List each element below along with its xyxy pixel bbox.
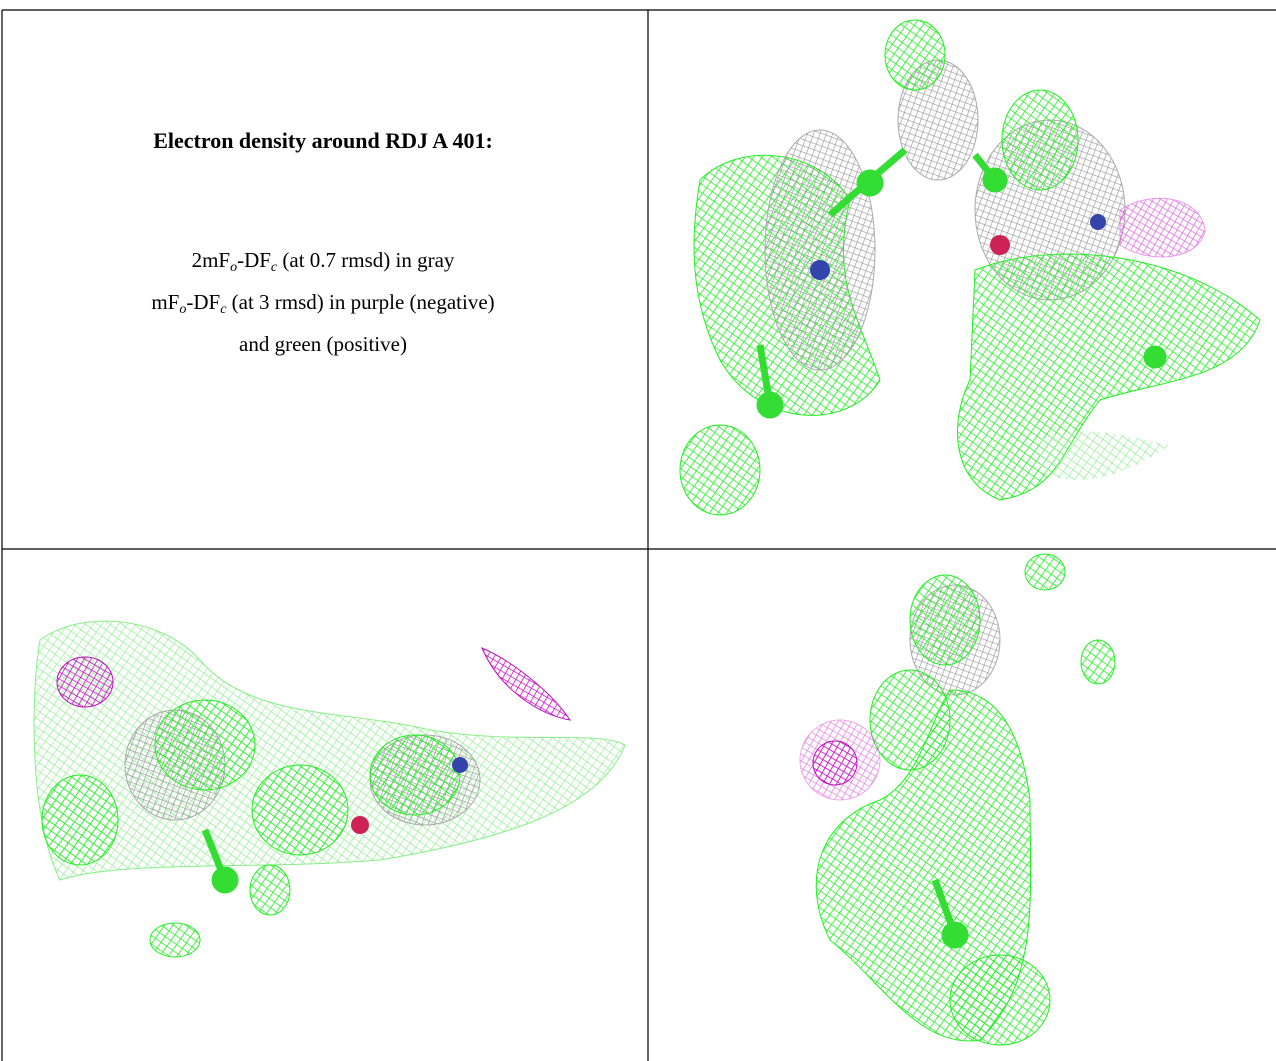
text: and green (positive) <box>239 332 407 356</box>
legend-line: and green (positive) <box>0 327 646 362</box>
text: -DF <box>237 248 271 272</box>
density-image-2 <box>33 620 626 958</box>
title: Electron density around RDJ A 401: <box>153 128 493 153</box>
text: -DF <box>186 290 221 314</box>
subscript: c <box>220 302 227 317</box>
subscript: c <box>270 260 278 275</box>
text: mF <box>151 290 180 314</box>
legend-text: 2mFo-DFc (at 0.7 rmsd) in gray mFo-DFc (… <box>0 243 646 362</box>
density-image-1 <box>679 19 1261 516</box>
subscript: o <box>230 260 238 275</box>
text: (at 3 rmsd) in purple (negative) <box>226 290 495 314</box>
text: 2mF <box>191 248 231 272</box>
density-image-3 <box>799 553 1116 1046</box>
legend-line: 2mFo-DFc (at 0.7 rmsd) in gray <box>0 243 646 285</box>
text: (at 0.7 rmsd) in gray <box>277 248 455 272</box>
subscript: o <box>179 302 187 317</box>
legend-line: mFo-DFc (at 3 rmsd) in purple (negative) <box>0 285 646 327</box>
